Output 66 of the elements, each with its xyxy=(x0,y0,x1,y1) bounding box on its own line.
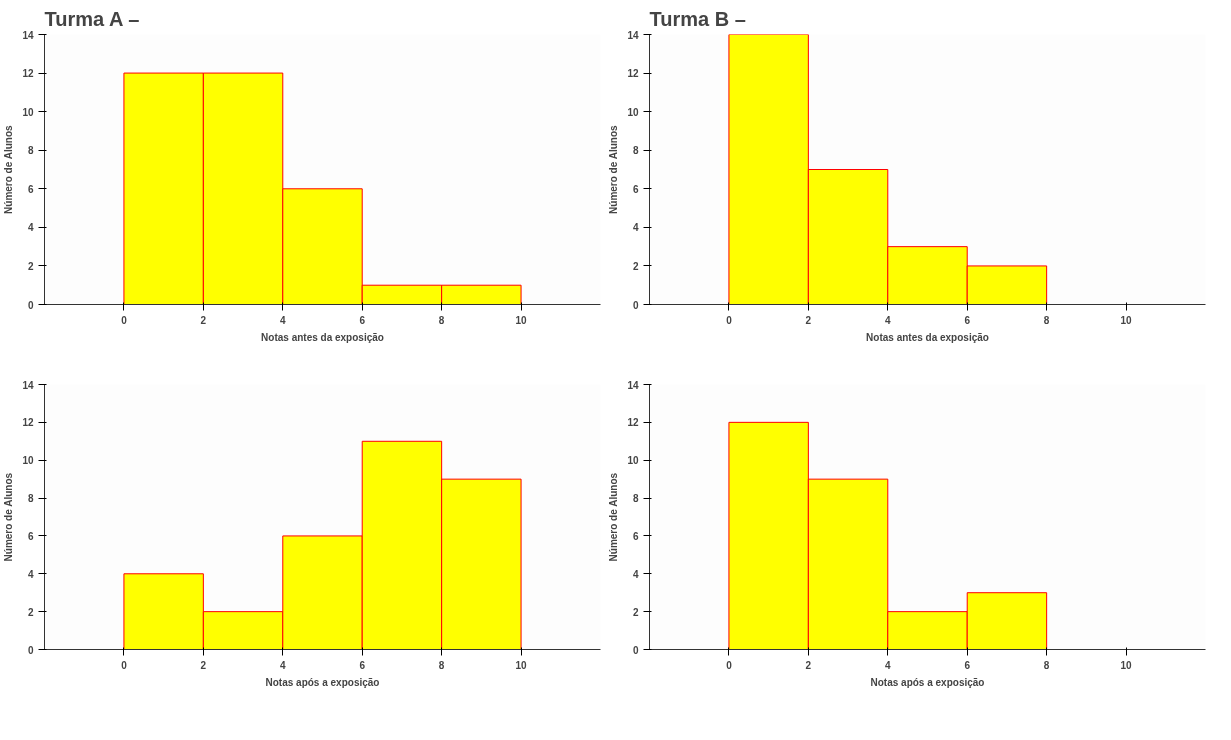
y-axis-title: Número de Alunos xyxy=(3,472,15,562)
x-tick-label: 4 xyxy=(280,659,286,671)
x-tick-label: 4 xyxy=(280,314,286,326)
y-tick-label: 0 xyxy=(632,299,639,311)
y-tick-label: 10 xyxy=(22,455,34,467)
y-tick-label: 4 xyxy=(632,568,639,580)
y-tick-label: 14 xyxy=(22,29,34,41)
x-axis-title: Notas após a exposição xyxy=(265,676,380,688)
x-tick-label: 0 xyxy=(726,314,733,326)
x-tick-label: 8 xyxy=(438,314,445,326)
y-tick-label: 10 xyxy=(627,106,639,118)
x-tick-label: 10 xyxy=(1120,314,1133,326)
x-tick-label: 8 xyxy=(1043,314,1050,326)
x-tick-label: 0 xyxy=(121,314,128,326)
y-tick-label: 14 xyxy=(627,29,639,41)
x-tick-label: 6 xyxy=(359,659,366,671)
x-tick-label: 6 xyxy=(964,659,971,671)
y-axis-title: Número de Alunos xyxy=(608,472,620,562)
y-tick-label: 0 xyxy=(632,644,639,656)
y-tick-label: 4 xyxy=(27,222,34,234)
x-tick-label: 2 xyxy=(200,659,207,671)
y-tick-label: 2 xyxy=(632,260,639,272)
y-tick-label: 2 xyxy=(27,260,34,272)
y-tick-label: 4 xyxy=(632,222,639,234)
y-tick-label: 12 xyxy=(627,68,639,80)
y-tick-label: 6 xyxy=(632,183,639,195)
y-tick-label: 6 xyxy=(632,530,639,542)
y-tick-label: 2 xyxy=(27,606,34,618)
y-axis-title: Número de Alunos xyxy=(3,124,15,214)
y-tick-label: 14 xyxy=(22,379,34,391)
y-tick-label: 12 xyxy=(22,68,34,80)
x-tick-label: 6 xyxy=(964,314,971,326)
x-tick-label: 2 xyxy=(805,659,812,671)
x-tick-label: 10 xyxy=(1120,659,1133,671)
y-tick-label: 0 xyxy=(27,644,34,656)
y-tick-label: 0 xyxy=(27,299,34,311)
y-tick-label: 6 xyxy=(27,530,34,542)
x-tick-label: 6 xyxy=(359,314,366,326)
y-tick-label: 10 xyxy=(627,455,639,467)
x-tick-label: 2 xyxy=(805,314,812,326)
y-tick-label: 14 xyxy=(627,379,639,391)
x-tick-label: 8 xyxy=(1043,659,1050,671)
y-tick-label: 4 xyxy=(27,568,34,580)
y-tick-label: 2 xyxy=(632,606,639,618)
y-tick-label: 8 xyxy=(632,493,639,505)
x-tick-label: 2 xyxy=(200,314,207,326)
x-tick-label: 4 xyxy=(885,314,891,326)
x-tick-label: 10 xyxy=(515,314,528,326)
y-tick-label: 12 xyxy=(627,417,639,429)
y-tick-label: 8 xyxy=(632,145,639,157)
x-tick-label: 10 xyxy=(515,659,528,671)
y-tick-label: 6 xyxy=(27,183,34,195)
y-tick-label: 10 xyxy=(22,106,34,118)
x-axis-title: Notas antes da exposição xyxy=(866,331,989,343)
chart-title: Turma A – xyxy=(44,7,140,30)
chart-title: Turma B – xyxy=(649,7,746,30)
y-tick-label: 8 xyxy=(27,145,34,157)
x-axis-title: Notas após a exposição xyxy=(870,676,985,688)
y-axis-title: Número de Alunos xyxy=(608,124,620,214)
x-axis-title: Notas antes da exposição xyxy=(261,331,384,343)
x-tick-label: 8 xyxy=(438,659,445,671)
x-tick-label: 0 xyxy=(121,659,128,671)
x-tick-label: 0 xyxy=(726,659,733,671)
y-tick-label: 8 xyxy=(27,493,34,505)
x-tick-label: 4 xyxy=(885,659,891,671)
y-tick-label: 12 xyxy=(22,417,34,429)
